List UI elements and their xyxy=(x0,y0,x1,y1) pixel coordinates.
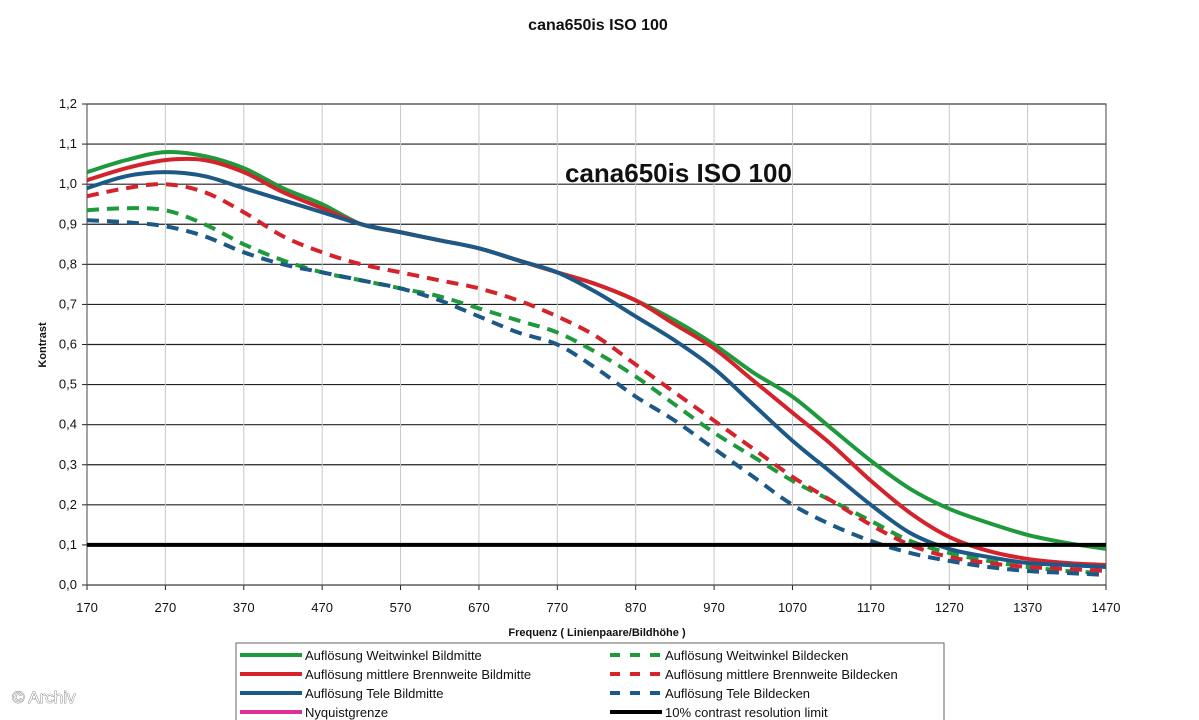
x-tick-label: 570 xyxy=(390,600,412,615)
legend-label: 10% contrast resolution limit xyxy=(665,705,828,720)
y-tick-label: 0,2 xyxy=(59,497,77,512)
y-tick-label: 0,0 xyxy=(59,577,77,592)
plot-border xyxy=(86,103,1107,586)
legend-label: Auflösung Tele Bildecken xyxy=(665,686,810,701)
x-tick-label: 670 xyxy=(468,600,490,615)
y-tick-label: 0,6 xyxy=(59,337,77,352)
x-tick-label: 970 xyxy=(703,600,725,615)
chart-inner-title: cana650is ISO 100 xyxy=(565,158,792,188)
legend-label: Auflösung mittlere Brennweite Bildecken xyxy=(665,667,898,682)
x-tick-label: 770 xyxy=(546,600,568,615)
x-tick-label: 470 xyxy=(311,600,333,615)
y-tick-label: 0,3 xyxy=(59,457,77,472)
y-tick-label: 0,9 xyxy=(59,216,77,231)
x-tick-label: 170 xyxy=(76,600,98,615)
x-tick-label: 1270 xyxy=(935,600,964,615)
legend-label: Auflösung Weitwinkel Bildecken xyxy=(665,648,848,663)
x-tick-label: 1370 xyxy=(1013,600,1042,615)
plot-area: 0,0 0,1 0,2 0,3 0,4 0,5 0,6 0,7 0,8 0,9 1,0 1,1 1,2 1… xyxy=(59,96,1121,615)
y-axis-label: Kontrast xyxy=(37,322,49,368)
y-tick-label: 0,7 xyxy=(59,296,77,311)
chart-title: cana650is ISO 100 xyxy=(528,17,668,34)
y-tick-label: 1,2 xyxy=(59,96,77,111)
x-tick-label: 370 xyxy=(233,600,255,615)
y-tick-label: 0,5 xyxy=(59,377,77,392)
x-tick-label: 1470 xyxy=(1092,600,1121,615)
legend-label: Auflösung Weitwinkel Bildmitte xyxy=(305,648,482,663)
x-tick-label: 270 xyxy=(155,600,177,615)
legend-label: Auflösung mittlere Brennweite Bildmitte xyxy=(305,667,531,682)
legend-label: Nyquistgrenze xyxy=(305,705,388,720)
y-tick-label: 0,4 xyxy=(59,417,77,432)
series-line-6 xyxy=(86,218,1107,577)
y-tick-label: 0,1 xyxy=(59,537,77,552)
legend: Auflösung Weitwinkel Bildmitte Auflösung … xyxy=(235,642,945,720)
legend-label: Auflösung Tele Bildmitte xyxy=(305,686,444,701)
series-line-5 xyxy=(86,182,1107,573)
series-line-2 xyxy=(86,170,1107,569)
x-axis-label: Frequenz ( Linienpaare/Bildhöhe ) xyxy=(508,627,686,639)
x-tick-label: 1070 xyxy=(778,600,807,615)
y-tick-label: 1,1 xyxy=(59,136,77,151)
x-tick-label: 1170 xyxy=(857,600,885,615)
y-tick-label: 1,0 xyxy=(59,176,77,191)
x-tick-label: 870 xyxy=(625,600,647,615)
y-tick-label: 0,8 xyxy=(59,256,77,271)
series-line-1 xyxy=(86,156,1107,567)
series-line-4 xyxy=(86,206,1107,575)
series-line-0 xyxy=(86,149,1107,551)
legend-box xyxy=(235,642,945,720)
watermark: © Archiv xyxy=(12,688,76,707)
